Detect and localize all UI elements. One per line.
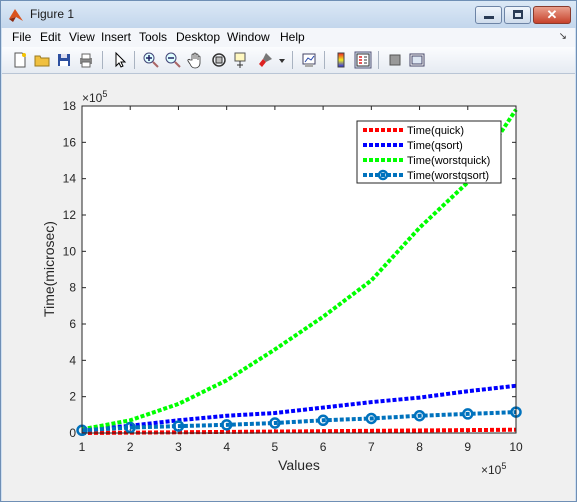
y-tick-label: 6 <box>69 317 76 331</box>
x-tick-label: 6 <box>320 440 327 454</box>
pointer-icon[interactable] <box>111 51 129 69</box>
y-tick-label: 14 <box>63 172 77 186</box>
x-tick-label: 5 <box>272 440 279 454</box>
menu-insert[interactable]: Insert <box>101 30 132 44</box>
x-exponent-label: ×105 <box>481 461 506 477</box>
figure-canvas: 0 2 4 6 8 10 12 14 16 18 1 2 3 4 5 6 7 8 9 10 ×105 ×105 Va… <box>2 74 575 501</box>
y-axis-label: Time(microsec) <box>41 221 57 317</box>
new-figure-icon[interactable] <box>11 51 29 69</box>
menu-help[interactable]: Help <box>280 30 305 44</box>
insert-legend-icon[interactable] <box>354 51 372 69</box>
close-icon: ✕ <box>546 7 558 22</box>
zoom-out-icon[interactable] <box>164 51 182 69</box>
y-tick-label: 8 <box>69 281 76 295</box>
series-point-3[interactable] <box>365 412 378 425</box>
series-point-3[interactable] <box>317 414 329 427</box>
legend[interactable]: Time(quick) Time(qsort) Time(worstquick) Ti… <box>356 120 502 184</box>
legend-entry: Time(worstquick) <box>407 155 490 167</box>
dropdown-arrow-icon[interactable] <box>278 51 286 69</box>
legend-entry: Time(qsort) <box>407 140 463 152</box>
minimize-button[interactable] <box>475 6 502 24</box>
series-line-3[interactable] <box>81 410 517 433</box>
print-icon[interactable] <box>77 51 95 69</box>
series-line-0[interactable] <box>81 427 517 435</box>
menu-bar: File Edit View Insert Tools Desktop Wind… <box>2 28 575 47</box>
show-plot-tools-icon[interactable] <box>408 51 426 69</box>
legend-entry: Time(quick) <box>407 125 464 137</box>
legend-entry: Time(worstqsort) <box>407 170 489 182</box>
insert-colorbar-icon[interactable] <box>332 51 350 69</box>
series-point-3[interactable] <box>172 420 185 432</box>
maximize-button[interactable] <box>504 6 531 24</box>
open-file-icon[interactable] <box>33 51 51 69</box>
link-plot-icon[interactable] <box>300 51 318 69</box>
window-title: Figure 1 <box>30 7 75 21</box>
maximize-icon <box>513 10 523 19</box>
save-icon[interactable] <box>55 51 73 69</box>
title-bar[interactable]: Figure 1 ✕ <box>1 1 576 28</box>
legend-marker <box>377 169 389 181</box>
menu-tools[interactable]: Tools <box>139 30 168 44</box>
y-tick-label: 12 <box>63 208 77 222</box>
close-button[interactable]: ✕ <box>533 6 571 24</box>
menu-window[interactable]: Window <box>227 30 270 44</box>
series-point-3[interactable] <box>269 417 281 429</box>
data-cursor-icon[interactable] <box>233 51 251 69</box>
toolbar-separator <box>378 51 379 69</box>
matlab-app-icon <box>9 9 23 22</box>
series-line-2[interactable] <box>81 108 518 432</box>
x-tick-label: 3 <box>175 440 182 454</box>
menu-edit[interactable]: Edit <box>40 30 61 44</box>
figure-toolbar <box>2 47 575 74</box>
x-tick-label: 1 <box>79 440 86 454</box>
menu-overflow-icon[interactable]: ↘ <box>558 31 567 42</box>
series-point-3[interactable] <box>462 408 474 420</box>
x-tick-label: 7 <box>368 440 375 454</box>
toolbar-separator <box>102 51 103 69</box>
x-tick-label: 8 <box>416 440 423 454</box>
y-tick-label: 2 <box>69 390 76 404</box>
pan-icon[interactable] <box>187 51 205 69</box>
hide-plot-tools-icon[interactable] <box>386 51 404 69</box>
x-tick-label: 9 <box>464 440 471 454</box>
x-axis-label: Values <box>278 457 320 473</box>
y-exponent-label: ×105 <box>82 89 107 105</box>
x-tick-label: 10 <box>509 440 523 454</box>
y-tick-label: 0 <box>69 426 76 440</box>
series-point-3[interactable] <box>220 419 233 431</box>
series-point-3[interactable] <box>413 409 426 422</box>
x-tick-label: 4 <box>223 440 230 454</box>
y-tick-label: 18 <box>63 99 77 113</box>
minimize-icon <box>484 16 494 19</box>
series-line-1[interactable] <box>81 383 517 433</box>
menu-desktop[interactable]: Desktop <box>176 30 221 44</box>
zoom-in-icon[interactable] <box>142 51 160 69</box>
y-tick-label: 10 <box>63 244 77 258</box>
toolbar-separator <box>324 51 325 69</box>
series-point-3[interactable] <box>124 421 136 434</box>
menu-file[interactable]: File <box>12 30 32 44</box>
brush-icon[interactable] <box>256 51 274 69</box>
axes-box <box>81 105 517 434</box>
toolbar-separator <box>134 51 135 69</box>
menu-view[interactable]: View <box>69 30 95 44</box>
toolbar-separator <box>292 51 293 69</box>
x-tick-label: 2 <box>127 440 134 454</box>
y-tick-label: 4 <box>69 353 76 367</box>
y-tick-label: 16 <box>63 135 77 149</box>
rotate-3d-icon[interactable] <box>210 51 228 69</box>
